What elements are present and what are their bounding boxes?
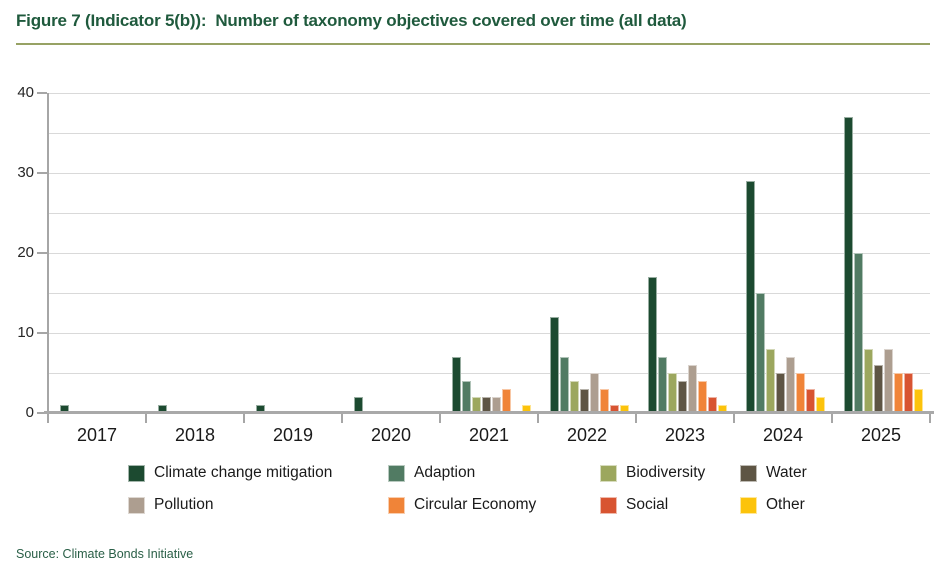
bar	[452, 357, 461, 413]
legend-swatch	[128, 464, 145, 482]
y-tick-label: 0	[25, 404, 34, 421]
x-axis-tick	[929, 414, 931, 423]
bar	[688, 365, 697, 413]
x-tick-label: 2022	[566, 425, 608, 445]
bar	[590, 373, 599, 413]
legend-item: Pollution	[128, 496, 213, 514]
bar	[600, 389, 609, 413]
gridline	[48, 93, 930, 94]
y-axis-tick	[37, 172, 47, 174]
x-axis-tick	[635, 414, 637, 423]
bar	[796, 373, 805, 413]
legend-label: Water	[766, 464, 807, 481]
bar	[570, 381, 579, 413]
x-axis-tick	[145, 414, 147, 423]
legend-label: Circular Economy	[414, 496, 537, 513]
gridline	[48, 133, 930, 134]
bar	[658, 357, 667, 413]
gridline	[48, 253, 930, 254]
legend-swatch	[388, 496, 405, 514]
legend-label: Pollution	[154, 496, 214, 513]
x-axis-tick	[341, 414, 343, 423]
bar	[648, 277, 657, 413]
x-tick-label: 2021	[468, 425, 510, 445]
legend-label: Adaption	[414, 464, 476, 481]
y-axis	[47, 93, 49, 415]
y-axis-tick	[37, 252, 47, 254]
legend-item: Social	[600, 496, 668, 514]
bar	[678, 381, 687, 413]
gridline	[48, 293, 930, 294]
x-axis-tick	[243, 414, 245, 423]
legend-item: Other	[740, 496, 805, 514]
legend-swatch	[600, 496, 617, 514]
x-axis-tick	[733, 414, 735, 423]
bar	[806, 389, 815, 413]
y-tick-label: 20	[17, 244, 34, 261]
bar	[746, 181, 755, 413]
legend-swatch	[128, 496, 145, 514]
bar	[502, 389, 511, 413]
x-tick-label: 2017	[76, 425, 118, 445]
source-note: Source: Climate Bonds Initiative	[16, 547, 194, 561]
bar	[904, 373, 913, 413]
legend-swatch	[600, 464, 617, 482]
legend-swatch	[740, 464, 757, 482]
bar	[854, 253, 863, 413]
bar	[776, 373, 785, 413]
x-axis-tick	[831, 414, 833, 423]
legend-label: Biodiversity	[626, 464, 706, 481]
bar	[884, 349, 893, 413]
bar	[766, 349, 775, 413]
bar	[668, 373, 677, 413]
x-tick-label: 2019	[272, 425, 314, 445]
gridline	[48, 373, 930, 374]
x-tick-label: 2025	[860, 425, 902, 445]
x-tick-label: 2024	[762, 425, 804, 445]
bar	[462, 381, 471, 413]
y-tick-label: 40	[17, 84, 34, 101]
title-divider	[16, 43, 930, 45]
gridline	[48, 173, 930, 174]
legend-item: Biodiversity	[600, 464, 705, 482]
bar	[844, 117, 853, 413]
bar	[756, 293, 765, 413]
y-tick-label: 30	[17, 164, 34, 181]
bar	[864, 349, 873, 413]
legend-item: Climate change mitigation	[128, 464, 332, 482]
bar	[698, 381, 707, 413]
legend-swatch	[388, 464, 405, 482]
x-axis-tick	[47, 414, 49, 423]
bar	[914, 389, 923, 413]
x-tick-label: 2020	[370, 425, 412, 445]
legend-item: Water	[740, 464, 807, 482]
legend-label: Social	[626, 496, 669, 513]
legend-label: Other	[766, 496, 805, 513]
x-axis-tick	[439, 414, 441, 423]
bar	[786, 357, 795, 413]
x-tick-label: 2018	[174, 425, 216, 445]
gridline	[48, 213, 930, 214]
bar	[550, 317, 559, 413]
y-axis-tick	[37, 412, 47, 414]
bar	[560, 357, 569, 413]
x-axis	[44, 411, 934, 414]
legend-swatch	[740, 496, 757, 514]
y-tick-label: 10	[17, 324, 34, 341]
bar	[894, 373, 903, 413]
legend-item: Circular Economy	[388, 496, 536, 514]
bar	[874, 365, 883, 413]
y-axis-tick	[37, 332, 47, 334]
x-tick-label: 2023	[664, 425, 706, 445]
legend-label: Climate change mitigation	[154, 464, 333, 481]
x-axis-tick	[537, 414, 539, 423]
bar	[580, 389, 589, 413]
gridline	[48, 333, 930, 334]
y-axis-tick	[37, 92, 47, 94]
legend-item: Adaption	[388, 464, 475, 482]
figure-title: Figure 7 (Indicator 5(b)): Number of tax…	[16, 11, 687, 30]
